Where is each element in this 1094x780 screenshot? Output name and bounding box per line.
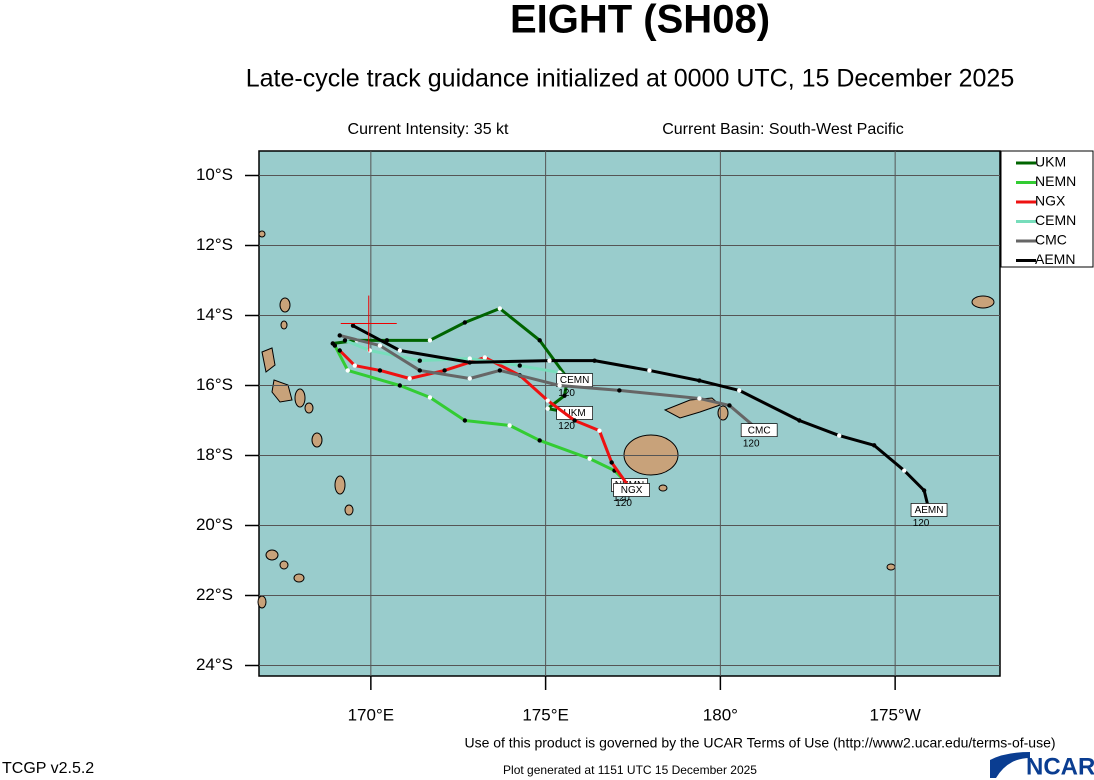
end-hour: 120 — [913, 518, 930, 529]
end-box — [740, 423, 778, 437]
track-point — [547, 358, 552, 363]
x-tick-label: 180° — [703, 705, 738, 724]
end-hour: 120 — [558, 421, 575, 432]
legend-label: CMC — [1035, 232, 1067, 248]
track-point — [337, 348, 342, 353]
generated: Plot generated at 1151 UTC 15 December 2… — [503, 763, 757, 777]
track-point — [377, 343, 383, 348]
y-tick-label: 22°S — [196, 585, 233, 604]
track-point — [837, 433, 842, 438]
x-tick-label: 175°E — [522, 705, 569, 724]
terms: Use of this product is governed by the U… — [464, 735, 1055, 751]
track-point — [377, 368, 383, 373]
end-hour: 120 — [615, 498, 632, 509]
track-point — [572, 418, 577, 423]
track-point — [517, 363, 522, 368]
track-point — [332, 343, 338, 348]
track-line — [333, 344, 631, 487]
logo-mark — [990, 752, 1030, 778]
track-point — [537, 438, 542, 443]
track-point — [417, 368, 422, 373]
track-line — [338, 349, 633, 492]
track-point — [427, 395, 433, 400]
y-tick-label: 12°S — [196, 235, 233, 254]
land — [257, 230, 995, 609]
legend-label: UKM — [1035, 154, 1066, 170]
track-line — [339, 333, 761, 432]
track-point — [467, 356, 472, 361]
track-point — [467, 360, 472, 365]
end-hour: 120 — [613, 493, 630, 504]
track-point — [871, 443, 877, 448]
end-hour: 120 — [558, 388, 575, 399]
y-tick-label: 24°S — [196, 655, 233, 674]
end-name: NGX — [621, 485, 643, 496]
track-point — [345, 368, 350, 373]
track-point — [337, 333, 342, 338]
track-point — [562, 393, 567, 398]
track-line — [352, 324, 931, 511]
track-point — [557, 383, 562, 388]
track-point — [609, 460, 614, 465]
legend-label: NGX — [1035, 193, 1066, 209]
track-point — [497, 368, 503, 373]
track-point — [417, 358, 422, 363]
legend-label: CEMN — [1035, 212, 1076, 228]
track-point — [407, 376, 412, 381]
chart-subtitle: Late-cycle track guidance initialized at… — [246, 65, 1014, 93]
end-name: CEMN — [560, 375, 589, 386]
y-tick-label: 10°S — [196, 165, 233, 184]
track-point — [921, 488, 927, 493]
basin: Current Basin: South-West Pacific — [662, 121, 904, 138]
x-tick-label: 170°E — [348, 705, 395, 724]
intensity: Current Intensity: 35 kt — [348, 121, 510, 138]
logo: NCAR — [1026, 753, 1094, 780]
track-point — [397, 348, 403, 353]
end-name: UKM — [564, 408, 586, 419]
track-point — [350, 323, 356, 328]
track-point — [462, 320, 468, 325]
track-point — [342, 338, 348, 343]
track-point — [797, 418, 802, 423]
track-point — [902, 468, 907, 473]
map-area — [258, 150, 1001, 677]
end-name: CMC — [748, 425, 771, 436]
y-tick-label: 16°S — [196, 375, 233, 394]
chart-title: EIGHT (SH08) — [510, 0, 770, 42]
track-point — [727, 403, 732, 408]
track-point — [397, 383, 403, 388]
track-point — [697, 396, 702, 401]
track-point — [545, 406, 550, 411]
y-tick-label: 20°S — [196, 515, 233, 534]
version: TCGP v2.5.2 — [2, 760, 94, 777]
track-point — [617, 388, 622, 393]
track-point — [462, 418, 468, 423]
track-point — [352, 363, 357, 368]
end-name: AEMN — [915, 505, 944, 516]
legend-label: AEMN — [1035, 251, 1075, 267]
track-point — [592, 358, 597, 363]
track-point — [587, 456, 592, 461]
y-tick-label: 18°S — [196, 445, 233, 464]
track-point — [442, 368, 447, 373]
legend — [1000, 150, 1094, 268]
track-point — [697, 378, 702, 383]
track-point — [647, 368, 652, 373]
end-hour: 120 — [743, 438, 760, 449]
track-point — [597, 428, 602, 433]
track-point — [467, 376, 472, 381]
track-point — [482, 355, 487, 360]
y-tick-label: 14°S — [196, 305, 233, 324]
legend-label: NEMN — [1035, 173, 1076, 189]
track-point — [507, 423, 512, 428]
track-point — [497, 306, 503, 311]
end-box — [613, 483, 650, 497]
track-point — [537, 338, 542, 343]
track-point — [545, 398, 550, 403]
end-box — [910, 503, 948, 517]
x-tick-label: 175°W — [870, 705, 921, 724]
track-point — [737, 388, 742, 393]
track-point — [427, 338, 433, 343]
